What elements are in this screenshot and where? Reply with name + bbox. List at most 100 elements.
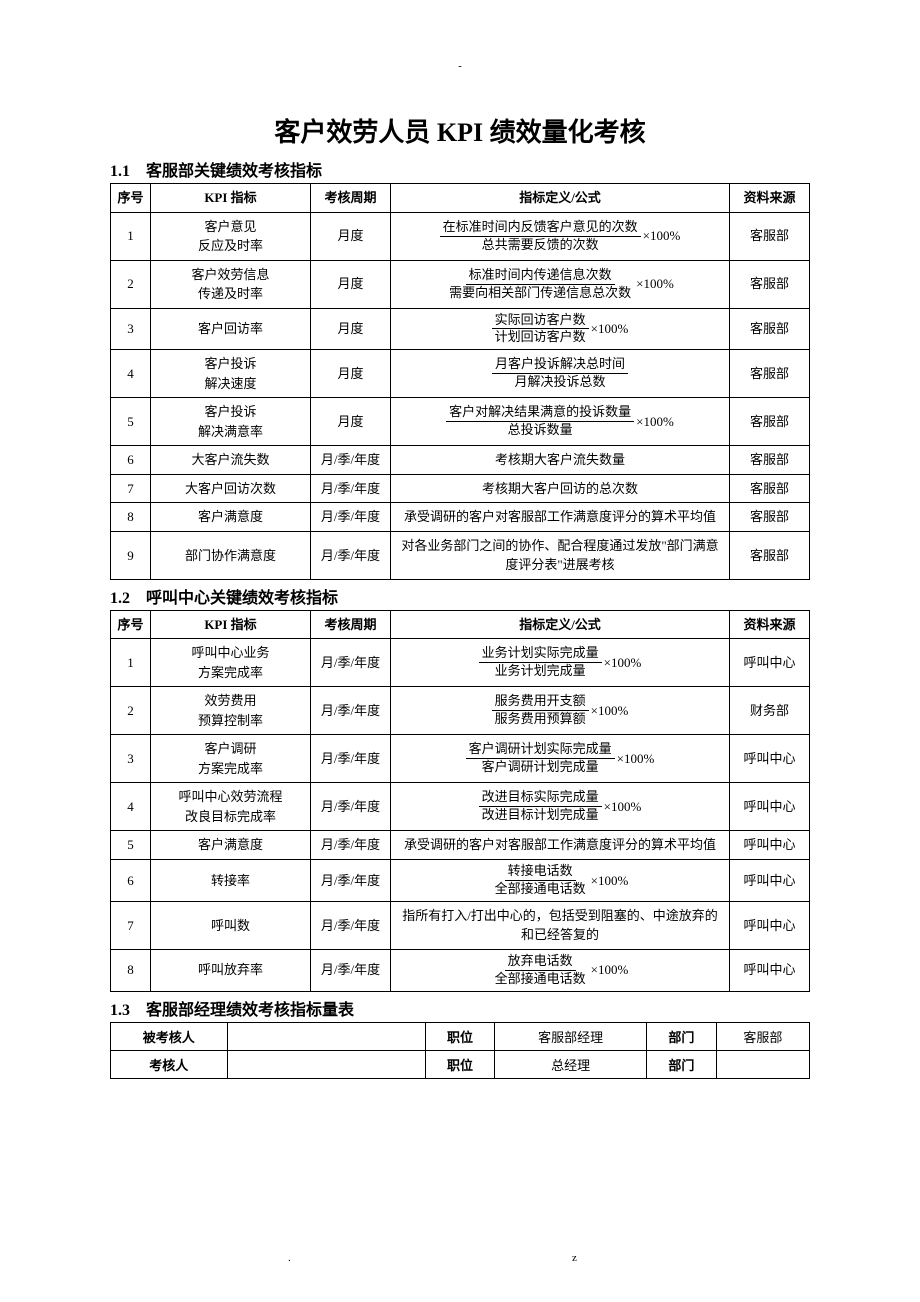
cell-definition: 在标准时间内反馈客户意见的次数总共需要反馈的次数×100% [391,212,730,260]
cell-cycle: 月度 [311,212,391,260]
cell-cycle: 月度 [311,398,391,446]
cell-kpi: 呼叫数 [151,901,311,949]
cell-cycle: 月/季/年度 [311,639,391,687]
table-header-row: 序号 KPI 指标 考核周期 指标定义/公式 资料来源 [111,610,810,639]
cell-source: 呼叫中心 [730,859,810,901]
cell-source: 呼叫中心 [730,639,810,687]
table-row: 5 客户满意度 月/季/年度 承受调研的客户对客服部工作满意度评分的算术平均值 … [111,831,810,860]
cell-seq: 4 [111,350,151,398]
cell-source: 呼叫中心 [730,735,810,783]
cell-cycle: 月/季/年度 [311,949,391,991]
cell-source: 客服部 [730,212,810,260]
cell-source: 客服部 [730,398,810,446]
table-row: 9 部门协作满意度 月/季/年度 对各业务部门之间的协作、配合程度通过发放"部门… [111,531,810,579]
table-row: 8 客户满意度 月/季/年度 承受调研的客户对客服部工作满意度评分的算术平均值 … [111,503,810,532]
th-src: 资料来源 [730,184,810,213]
th-cycle: 考核周期 [311,184,391,213]
meta-value-department: 客服部 [716,1022,809,1050]
footer-z: z [572,1252,577,1264]
cell-seq: 2 [111,687,151,735]
table-row: 3 客户调研方案完成率 月/季/年度 客户调研计划实际完成量客户调研计划完成量×… [111,735,810,783]
cell-source: 呼叫中心 [730,949,810,991]
table-1-kpi-cs: 序号 KPI 指标 考核周期 指标定义/公式 资料来源 1 客户意见反应及时率 … [110,183,810,580]
table-row: 2 客户效劳信息传递及时率 月度 标准时间内传递信息次数需要向相关部门传递信息总… [111,260,810,308]
cell-seq: 7 [111,901,151,949]
th-seq: 序号 [111,184,151,213]
table-row: 4 客户投诉解决速度 月度 月客户投诉解决总时间月解决投诉总数 客服部 [111,350,810,398]
cell-seq: 3 [111,735,151,783]
cell-cycle: 月/季/年度 [311,503,391,532]
cell-cycle: 月/季/年度 [311,735,391,783]
meta-label-department: 部门 [646,1022,716,1050]
table-row: 4 呼叫中心效劳流程改良目标完成率 月/季/年度 改进目标实际完成量改进目标计划… [111,783,810,831]
cell-definition: 客户对解决结果满意的投诉数量总投诉数量×100% [391,398,730,446]
meta-value-department [716,1050,809,1078]
section-1-heading: 1.1 客服部关键绩效考核指标 [110,157,810,181]
cell-seq: 7 [111,474,151,503]
th-src: 资料来源 [730,610,810,639]
cell-kpi: 客户投诉解决满意率 [151,398,311,446]
cell-kpi: 客户满意度 [151,503,311,532]
cell-definition: 承受调研的客户对客服部工作满意度评分的算术平均值 [391,831,730,860]
cell-definition: 客户调研计划实际完成量客户调研计划完成量×100% [391,735,730,783]
cell-seq: 6 [111,859,151,901]
cell-seq: 9 [111,531,151,579]
table-3-manager-meta: 被考核人 职位 客服部经理 部门 客服部 考核人 职位 总经理 部门 [110,1022,810,1079]
cell-kpi: 客户效劳信息传递及时率 [151,260,311,308]
meta-label-position: 职位 [425,1022,495,1050]
cell-definition: 考核期大客户回访的总次数 [391,474,730,503]
cell-seq: 5 [111,398,151,446]
section-2-heading: 1.2 呼叫中心关键绩效考核指标 [110,584,810,608]
table-row: 1 呼叫中心业务方案完成率 月/季/年度 业务计划实际完成量业务计划完成量×10… [111,639,810,687]
header-dash: - [110,60,810,72]
table-row: 3 客户回访率 月度 实际回访客户数计划回访客户数×100% 客服部 [111,308,810,350]
cell-seq: 1 [111,212,151,260]
cell-cycle: 月/季/年度 [311,531,391,579]
cell-seq: 4 [111,783,151,831]
th-kpi: KPI 指标 [151,610,311,639]
meta-value-position: 客服部经理 [495,1022,646,1050]
table-row: 7 呼叫数 月/季/年度 指所有打入/打出中心的，包括受到阻塞的、中途放弃的和已… [111,901,810,949]
th-cycle: 考核周期 [311,610,391,639]
cell-cycle: 月度 [311,260,391,308]
cell-seq: 5 [111,831,151,860]
cell-kpi: 大客户流失数 [151,446,311,475]
cell-definition: 考核期大客户流失数量 [391,446,730,475]
cell-definition: 月客户投诉解决总时间月解决投诉总数 [391,350,730,398]
cell-definition: 对各业务部门之间的协作、配合程度通过发放"部门满意度评分表"进展考核 [391,531,730,579]
cell-source: 呼叫中心 [730,783,810,831]
cell-seq: 8 [111,503,151,532]
cell-source: 客服部 [730,503,810,532]
table-row: 2 效劳费用预算控制率 月/季/年度 服务费用开支额服务费用预算额×100% 财… [111,687,810,735]
meta-value-position: 总经理 [495,1050,646,1078]
table-row: 8 呼叫放弃率 月/季/年度 放弃电话数全部接通电话数×100% 呼叫中心 [111,949,810,991]
cell-definition: 改进目标实际完成量改进目标计划完成量×100% [391,783,730,831]
document-title: 客户效劳人员 KPI 绩效量化考核 [110,112,810,149]
table-header-row: 序号 KPI 指标 考核周期 指标定义/公式 资料来源 [111,184,810,213]
cell-source: 客服部 [730,446,810,475]
table-2-kpi-callcenter: 序号 KPI 指标 考核周期 指标定义/公式 资料来源 1 呼叫中心业务方案完成… [110,610,810,992]
cell-cycle: 月/季/年度 [311,687,391,735]
table-row: 1 客户意见反应及时率 月度 在标准时间内反馈客户意见的次数总共需要反馈的次数×… [111,212,810,260]
cell-definition: 实际回访客户数计划回访客户数×100% [391,308,730,350]
cell-kpi: 客户满意度 [151,831,311,860]
cell-kpi: 呼叫中心业务方案完成率 [151,639,311,687]
cell-kpi: 转接率 [151,859,311,901]
cell-cycle: 月/季/年度 [311,783,391,831]
th-def: 指标定义/公式 [391,184,730,213]
cell-cycle: 月/季/年度 [311,901,391,949]
th-kpi: KPI 指标 [151,184,311,213]
cell-source: 客服部 [730,474,810,503]
cell-seq: 6 [111,446,151,475]
cell-seq: 2 [111,260,151,308]
cell-source: 呼叫中心 [730,831,810,860]
cell-definition: 服务费用开支额服务费用预算额×100% [391,687,730,735]
meta-label-assessor: 考核人 [111,1050,228,1078]
table-row: 6 大客户流失数 月/季/年度 考核期大客户流失数量 客服部 [111,446,810,475]
cell-cycle: 月/季/年度 [311,446,391,475]
cell-definition: 放弃电话数全部接通电话数×100% [391,949,730,991]
cell-seq: 3 [111,308,151,350]
meta-value-assessor [227,1050,425,1078]
footer-dot: . [288,1252,291,1264]
cell-kpi: 部门协作满意度 [151,531,311,579]
